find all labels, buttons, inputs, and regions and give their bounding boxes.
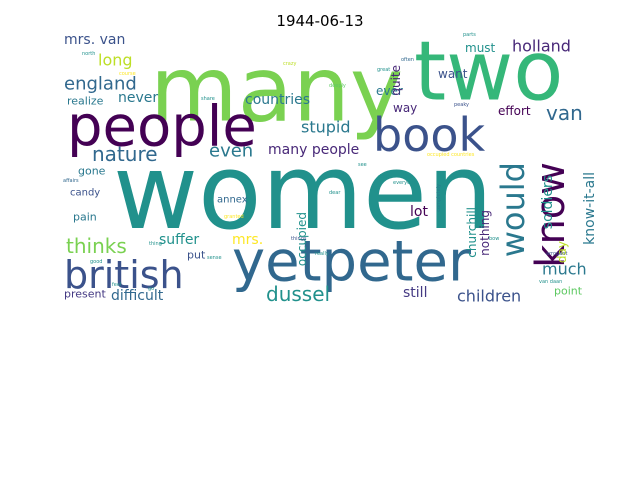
word-book: book [373,108,485,162]
word-put: put [187,249,206,262]
word-thing: thing [149,241,162,247]
word-candy: candy [70,188,100,199]
word-people: people [67,95,257,160]
word-still: still [403,285,427,301]
word-present: present [64,288,107,301]
word-many-people: many people [268,142,359,158]
word-even: even [209,141,253,162]
word-difficult: difficult [111,288,164,304]
word-occupied: occupied [295,212,309,266]
word-two: two [414,32,563,120]
word-nature: nature [92,142,158,166]
word-suffer: suffer [159,232,199,248]
word-would: would [494,162,532,257]
word-realize: realize [67,95,104,108]
word-yetpeter: yetpeter [232,230,472,295]
word-many: many [150,38,403,143]
word-stupid: stupid [301,118,351,137]
word-mrs-van: mrs. van [64,32,125,48]
word-mrs: mrs. [232,232,263,248]
word-bow: bow [489,236,499,242]
word-point: point [554,285,583,298]
word-done: done [378,174,390,180]
word-see: see [358,162,367,168]
word-parts: parts [463,32,476,38]
word-annex: annex [217,195,248,206]
word-soldiers: soldiers [540,175,556,229]
word-much: much [542,260,587,279]
word-share: share [201,96,215,102]
word-british: british [64,253,184,297]
word-completely: completely [436,184,442,212]
word-north: north [82,51,95,57]
word-gone: gone [78,165,106,178]
word-never: never [118,90,158,106]
word-quite: quite [389,65,403,96]
word-pain: pain [73,211,97,224]
word-van-daan: van daan [539,279,562,285]
word-countries: countries [245,92,310,108]
word-cloud: women many two people yetpeter book british kno… [61,32,600,311]
word-go: go [148,286,154,292]
chart-title: 1944-06-13 [276,12,364,30]
word-women: women [113,131,493,253]
word-really: really [315,251,329,257]
word-know: know [528,162,574,268]
word-good: good [90,259,102,265]
word-course: course [119,71,136,77]
word-everyone: everyone [393,180,416,186]
word-crazy: crazy [283,61,296,67]
word-peaky: peaky [454,102,469,108]
word-know-it-all: know-it-all [582,172,598,245]
word-churchill: churchill [465,207,479,258]
word-arrogant: arrogant [546,251,567,257]
word-want: want [438,67,468,81]
word-affairs: affairs [63,178,79,184]
word-feel: feel [112,282,121,288]
word-day: day [555,241,569,263]
word-things: things [291,236,307,242]
word-nothing: nothing [478,210,492,256]
word-great: great [377,67,390,73]
word-occupied-countries: occupied countries [427,152,475,158]
word-ever: ever [376,84,403,98]
word-children: children [457,287,521,306]
word-deeply: deeply [329,83,346,89]
word-long: long [98,51,133,70]
word-must: must [465,41,496,55]
word-dear: dear [329,190,341,196]
word-effort: effort [498,104,531,118]
word-granted: granted [224,214,244,220]
word-thinks: thinks [66,234,127,258]
word-lot: lot [410,204,428,220]
word-dussel: dussel [266,282,330,306]
word-holland: holland [512,37,571,56]
word-van: van [546,101,583,125]
word-sense: sense [207,255,222,261]
word-way: way [393,101,417,115]
word-england: england [64,74,137,95]
word-often: often [401,57,414,63]
